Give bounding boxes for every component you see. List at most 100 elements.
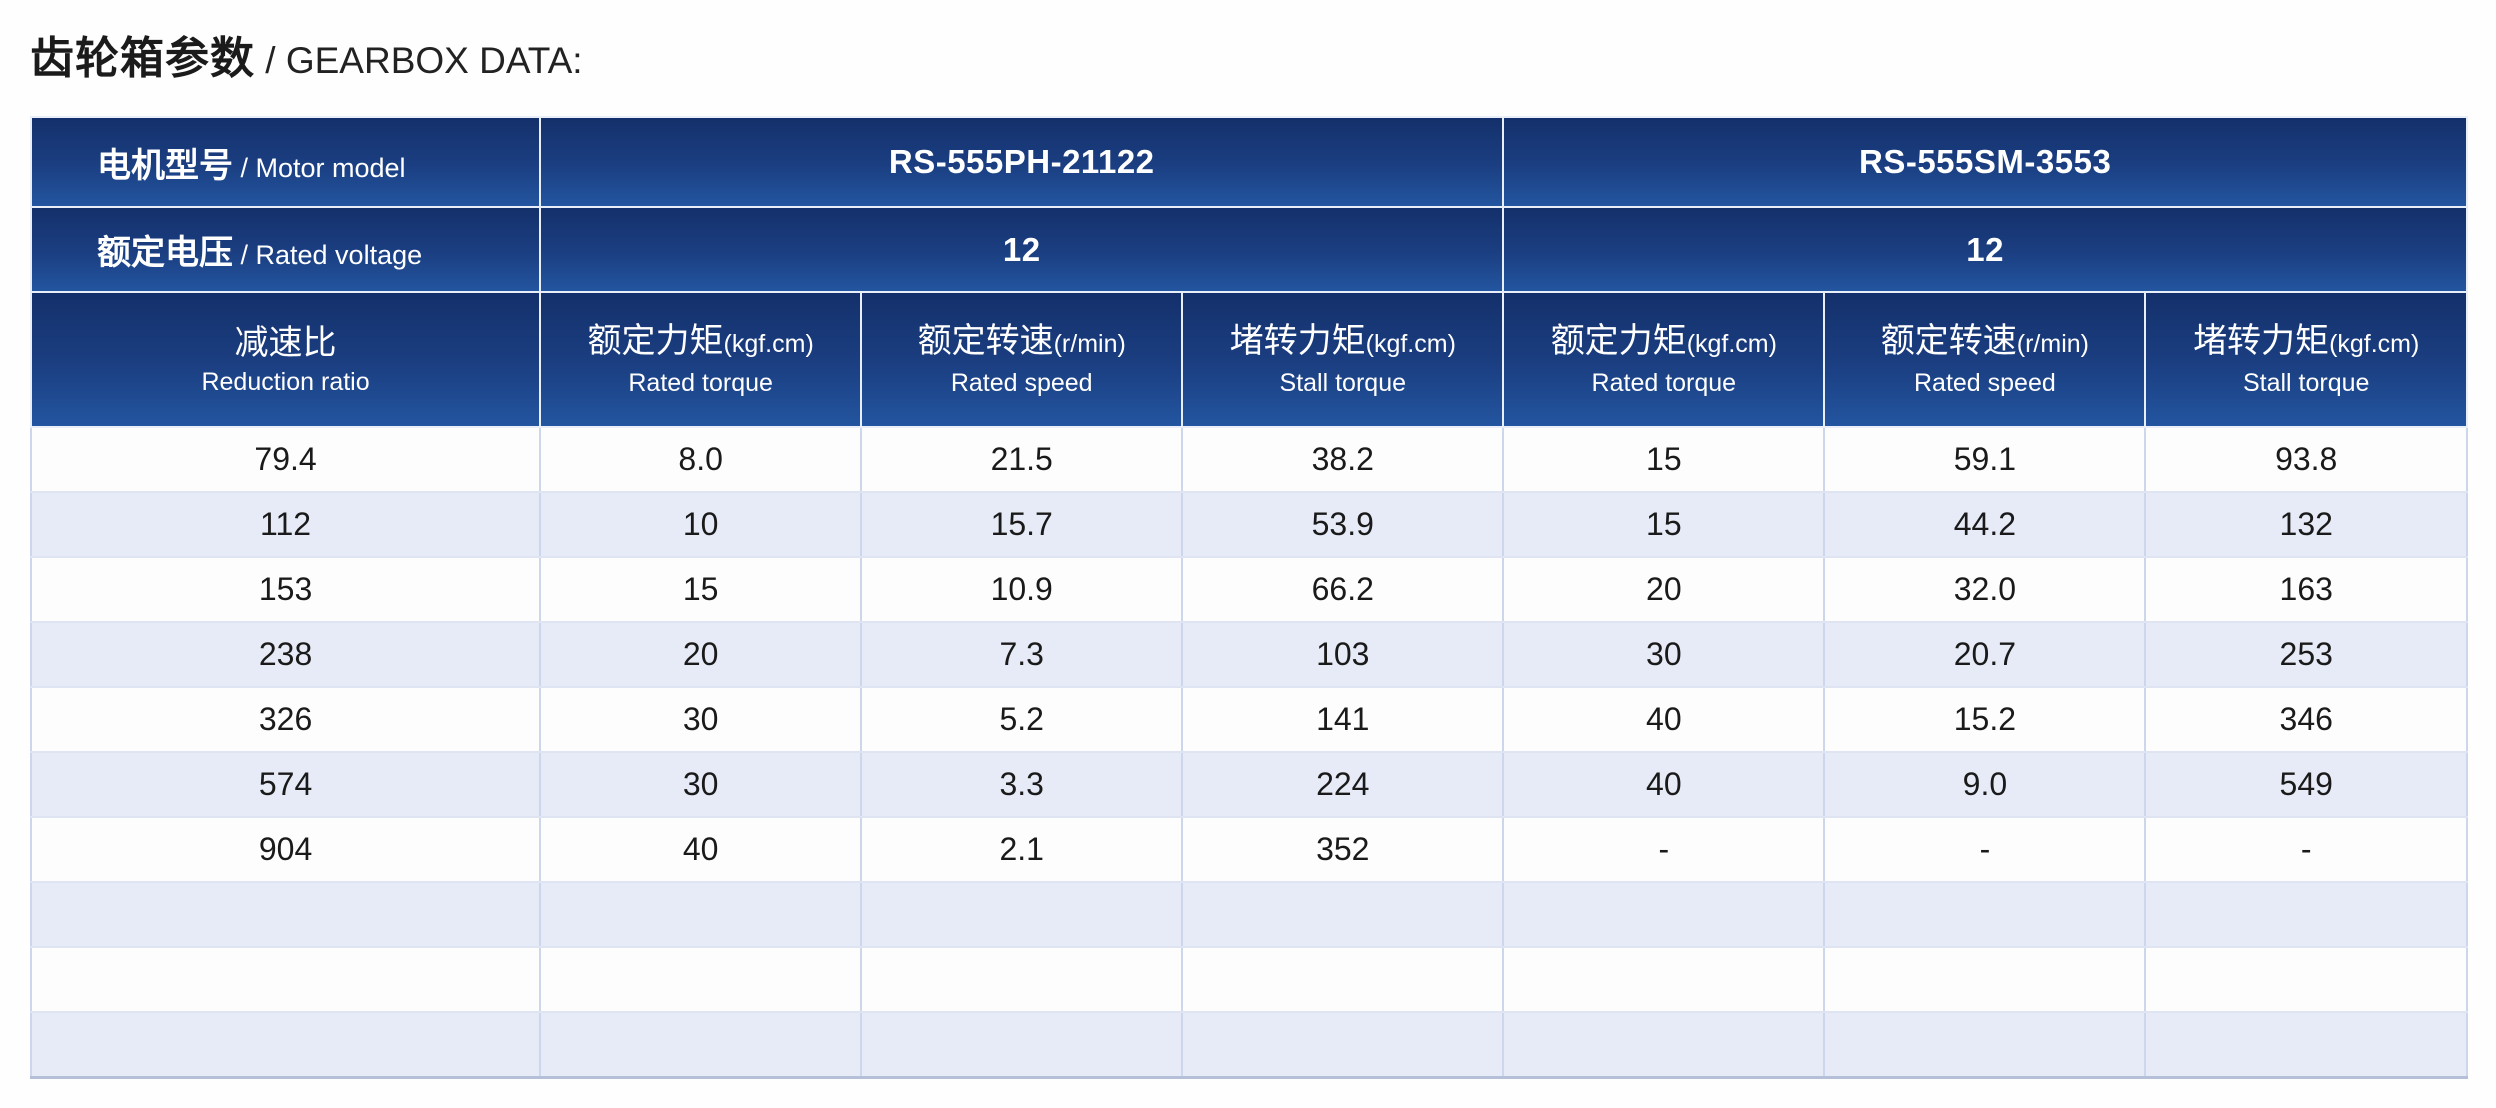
rated-voltage-label-cell: 额定电压 / Rated voltage <box>29 206 542 293</box>
column-header-rated-speed-1: 额定转速(r/min) Rated speed <box>860 291 1184 428</box>
table-cell: 5.2 <box>860 687 1184 753</box>
table-cell <box>29 882 542 948</box>
rated-speed-2-unit: (r/min) <box>2016 330 2089 358</box>
rated-torque-2-zh: 额定力矩 <box>1550 322 1687 360</box>
table-cell: 15.2 <box>1823 687 2147 753</box>
rated-torque-1-en: Rated torque <box>628 369 773 397</box>
motor-model-2-value: RS-555SM-3553 <box>1859 143 2112 180</box>
rated-speed-2-en: Rated speed <box>1914 369 2056 397</box>
stall-torque-2-unit: (kgf.cm) <box>2329 330 2420 358</box>
page-title: 齿轮箱参数 / GEARBOX DATA: <box>30 22 2496 86</box>
table-cell: 112 <box>29 492 542 558</box>
rated-torque-2-en: Rated torque <box>1591 369 1737 397</box>
table-cell: 352 <box>1181 817 1505 883</box>
table-cell <box>2144 1012 2468 1079</box>
table-cell <box>539 1012 863 1079</box>
table-cell <box>860 882 1184 948</box>
table-cell <box>539 882 863 948</box>
table-cell: 103 <box>1181 622 1505 688</box>
table-cell: 238 <box>29 622 542 688</box>
table-body: 79.4 8.0 21.5 38.2 15 59.1 93.8 112 10 15.7 53.9 15… <box>29 427 2468 1079</box>
table-cell <box>1181 947 1505 1013</box>
table-cell: 21.5 <box>860 427 1184 493</box>
table-cell: 7.3 <box>860 622 1184 688</box>
table-cell: 574 <box>29 752 542 818</box>
page-title-zh: 齿轮箱参数 <box>30 34 255 83</box>
table-cell: 10.9 <box>860 557 1184 623</box>
table-cell: 15 <box>1502 427 1826 493</box>
motor-model-1-cell: RS-555PH-21122 <box>539 116 1505 208</box>
table-row: 79.4 8.0 21.5 38.2 15 59.1 93.8 <box>29 427 2468 493</box>
rated-speed-1-unit: (r/min) <box>1053 330 1126 358</box>
table-cell: 40 <box>539 817 863 883</box>
table-cell: 20 <box>1502 557 1826 623</box>
rated-torque-2-unit: (kgf.cm) <box>1686 330 1777 358</box>
table-cell: 40 <box>1502 752 1826 818</box>
table-cell <box>2144 947 2468 1013</box>
voltage-2-value: 12 <box>1966 230 2004 268</box>
table-cell: 163 <box>2144 557 2468 623</box>
gearbox-table: 电机型号 / Motor model RS-555PH-21122 RS-555… <box>29 116 2468 1079</box>
table-cell: 15 <box>539 557 863 623</box>
table-cell: 153 <box>29 557 542 623</box>
header-row-motor-model: 电机型号 / Motor model RS-555PH-21122 RS-555… <box>29 116 2468 208</box>
table-cell: 132 <box>2144 492 2468 558</box>
table-cell <box>1823 882 2147 948</box>
reduction-ratio-en: Reduction ratio <box>201 367 370 396</box>
table-cell: - <box>2144 817 2468 883</box>
table-row: 238 20 7.3 103 30 20.7 253 <box>29 622 2468 688</box>
stall-torque-2-en: Stall torque <box>2242 369 2370 397</box>
header-row-rated-voltage: 额定电压 / Rated voltage 12 12 <box>29 206 2468 293</box>
table-row: 153 15 10.9 66.2 20 32.0 163 <box>29 557 2468 623</box>
table-row <box>29 947 2468 1013</box>
column-header-stall-torque-2: 堵转力矩(kgf.cm) Stall torque <box>2144 291 2468 428</box>
column-header-rated-speed-2: 额定转速(r/min) Rated speed <box>1823 291 2147 428</box>
motor-model-label-zh: 电机型号 <box>97 146 233 185</box>
stall-torque-1-en: Stall torque <box>1279 369 1406 397</box>
motor-model-label-en: / Motor model <box>233 152 406 183</box>
rated-torque-1-unit: (kgf.cm) <box>723 330 814 358</box>
table-cell: 40 <box>1502 687 1826 753</box>
table-cell: 30 <box>1502 622 1826 688</box>
motor-model-1-value: RS-555PH-21122 <box>888 143 1155 180</box>
table-cell <box>1181 1012 1505 1079</box>
table-cell <box>860 1012 1184 1079</box>
table-cell: 44.2 <box>1823 492 2147 558</box>
table-row: 574 30 3.3 224 40 9.0 549 <box>29 752 2468 818</box>
table-cell: 3.3 <box>860 752 1184 818</box>
table-cell: 20.7 <box>1823 622 2147 688</box>
header-row-columns: 减速比 Reduction ratio 额定力矩(kgf.cm) Rated t… <box>29 291 2468 428</box>
column-header-rated-torque-2: 额定力矩(kgf.cm) Rated torque <box>1502 291 1826 428</box>
table-cell <box>29 947 542 1013</box>
rated-speed-1-en: Rated speed <box>950 369 1093 397</box>
table-cell: 30 <box>539 687 863 753</box>
rated-voltage-label-zh: 额定电压 <box>97 234 233 272</box>
table-cell: 326 <box>29 687 542 753</box>
voltage-2-cell: 12 <box>1502 206 2468 293</box>
table-cell <box>1181 882 1505 948</box>
table-row: 904 40 2.1 352- - - <box>29 817 2468 883</box>
table-cell <box>539 947 863 1013</box>
table-cell: 15.7 <box>860 492 1184 558</box>
motor-model-2-cell: RS-555SM-3553 <box>1502 116 2468 208</box>
column-header-reduction-ratio: 减速比 Reduction ratio <box>29 291 542 428</box>
table-cell: 32.0 <box>1823 557 2147 623</box>
table-cell: 2.1 <box>860 817 1184 883</box>
table-cell <box>1502 947 1826 1013</box>
table-cell <box>2144 882 2468 948</box>
table-cell: 15 <box>1502 492 1826 558</box>
table-cell: 904 <box>29 817 542 883</box>
table-cell: 549 <box>2144 752 2468 818</box>
table-cell: 224 <box>1181 752 1505 818</box>
table-cell <box>29 1012 542 1079</box>
table-row: 326 30 5.2 141 40 15.2 346 <box>29 687 2468 753</box>
reduction-ratio-zh: 减速比 <box>234 323 337 362</box>
table-row <box>29 1012 2468 1079</box>
table-cell <box>1502 1012 1826 1079</box>
table-cell: 346 <box>2144 687 2468 753</box>
page-title-en: / GEARBOX DATA: <box>255 40 583 81</box>
column-header-stall-torque-1: 堵转力矩(kgf.cm) Stall torque <box>1181 291 1505 428</box>
table-cell: 141 <box>1181 687 1505 753</box>
table-cell: 9.0 <box>1823 752 2147 818</box>
